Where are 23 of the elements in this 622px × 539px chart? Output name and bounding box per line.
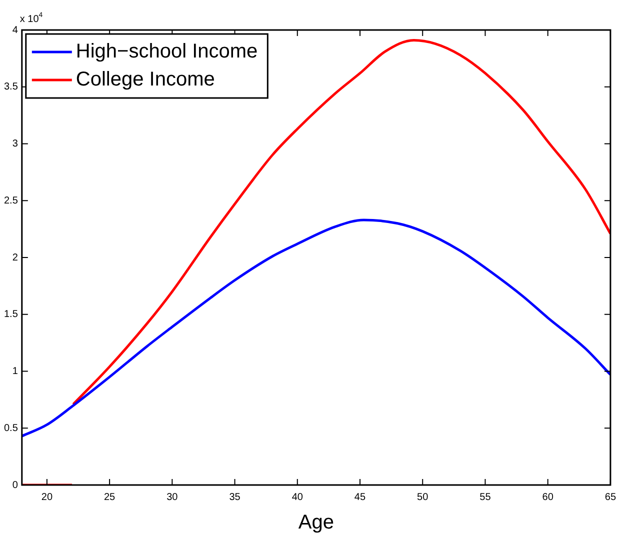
x-tick-label: 40 bbox=[292, 492, 304, 503]
x-tick-label: 45 bbox=[354, 492, 366, 503]
y-tick-label: 3 bbox=[12, 138, 18, 150]
x-tick-label: 55 bbox=[480, 492, 492, 503]
y-tick-label: 2 bbox=[12, 252, 18, 264]
x-axis-title: Age bbox=[298, 512, 334, 534]
legend-label: High−school Income bbox=[76, 40, 258, 63]
legend-label: College Income bbox=[76, 68, 215, 91]
line-series bbox=[22, 218, 610, 438]
x-tick-label: 25 bbox=[104, 492, 116, 503]
y-tick-label: 2.5 bbox=[4, 195, 18, 206]
x-tick-label: 20 bbox=[41, 492, 53, 503]
x-tick-label: 50 bbox=[417, 492, 429, 503]
y-tick-label: 1 bbox=[12, 366, 18, 377]
x-tick-label: 35 bbox=[229, 492, 241, 503]
y-tick-label: 3.5 bbox=[4, 82, 18, 93]
y-tick-label: 4 bbox=[12, 24, 18, 36]
x-tick-label: 65 bbox=[604, 492, 616, 503]
y-tick-label: 1.5 bbox=[4, 309, 18, 320]
x-tick-label: 60 bbox=[542, 492, 554, 503]
x-tick-label: 30 bbox=[166, 492, 178, 503]
y-tick-label: 0 bbox=[12, 480, 18, 491]
y-tick-label: 0.5 bbox=[4, 422, 18, 434]
